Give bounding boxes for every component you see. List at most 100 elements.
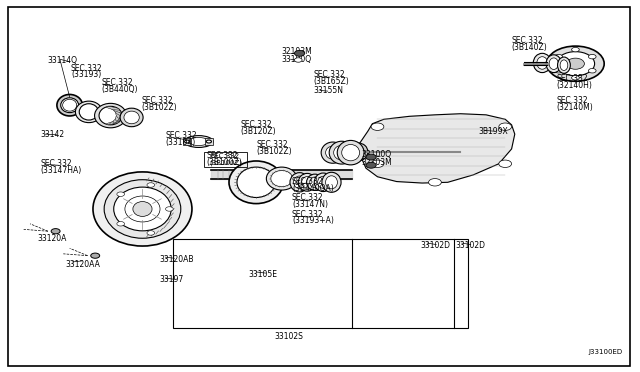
Ellipse shape bbox=[333, 145, 349, 160]
Text: J33100ED: J33100ED bbox=[588, 349, 622, 355]
Text: 33102S: 33102S bbox=[274, 331, 303, 341]
Ellipse shape bbox=[294, 176, 305, 189]
Ellipse shape bbox=[113, 108, 121, 115]
Ellipse shape bbox=[266, 167, 297, 190]
Ellipse shape bbox=[109, 107, 121, 112]
Circle shape bbox=[117, 192, 125, 196]
Circle shape bbox=[366, 154, 376, 160]
Ellipse shape bbox=[271, 170, 292, 187]
Text: 33142: 33142 bbox=[40, 129, 65, 139]
Text: (32140H): (32140H) bbox=[556, 81, 592, 90]
Ellipse shape bbox=[314, 173, 332, 192]
Ellipse shape bbox=[337, 140, 364, 165]
Ellipse shape bbox=[184, 136, 213, 147]
Ellipse shape bbox=[321, 142, 344, 163]
Text: 33155N: 33155N bbox=[314, 86, 344, 95]
Text: (33193): (33193) bbox=[71, 70, 101, 79]
Ellipse shape bbox=[533, 53, 551, 73]
Text: SEC.332: SEC.332 bbox=[141, 96, 173, 105]
Ellipse shape bbox=[557, 57, 570, 73]
Bar bbox=[204, 152, 247, 167]
Text: SEC.332: SEC.332 bbox=[511, 36, 543, 45]
Circle shape bbox=[366, 162, 376, 168]
Ellipse shape bbox=[537, 57, 548, 69]
Ellipse shape bbox=[326, 176, 337, 189]
Text: SEC.332: SEC.332 bbox=[256, 140, 288, 149]
Text: SEC.332: SEC.332 bbox=[166, 131, 197, 141]
Ellipse shape bbox=[549, 58, 558, 70]
Ellipse shape bbox=[106, 106, 120, 110]
Text: 33100Q: 33100Q bbox=[362, 150, 392, 159]
Ellipse shape bbox=[99, 106, 122, 125]
Text: (3B440QA): (3B440QA) bbox=[292, 184, 333, 193]
Ellipse shape bbox=[124, 111, 140, 124]
Circle shape bbox=[499, 160, 511, 167]
Ellipse shape bbox=[566, 58, 584, 69]
Ellipse shape bbox=[326, 146, 340, 159]
Ellipse shape bbox=[189, 137, 208, 145]
Bar bbox=[205, 138, 212, 145]
Ellipse shape bbox=[237, 167, 275, 198]
Ellipse shape bbox=[310, 177, 320, 187]
Circle shape bbox=[572, 47, 579, 52]
Circle shape bbox=[371, 123, 384, 131]
Circle shape bbox=[91, 253, 100, 258]
Ellipse shape bbox=[329, 141, 354, 164]
Ellipse shape bbox=[125, 196, 160, 222]
Circle shape bbox=[555, 68, 563, 73]
Text: SEC.332: SEC.332 bbox=[102, 78, 133, 87]
Ellipse shape bbox=[109, 119, 121, 124]
Circle shape bbox=[51, 229, 60, 234]
Circle shape bbox=[206, 140, 211, 143]
Text: SEC.332: SEC.332 bbox=[71, 64, 102, 73]
Text: 32103M: 32103M bbox=[282, 47, 312, 56]
Text: (33147HA): (33147HA) bbox=[40, 166, 81, 175]
Circle shape bbox=[588, 54, 596, 59]
Text: 3B199X: 3B199X bbox=[478, 126, 508, 136]
Text: 33120A: 33120A bbox=[38, 234, 67, 243]
Ellipse shape bbox=[95, 103, 127, 128]
Text: SEC.332: SEC.332 bbox=[292, 193, 324, 202]
Text: SEC.332: SEC.332 bbox=[556, 96, 588, 105]
Ellipse shape bbox=[76, 101, 102, 123]
Ellipse shape bbox=[546, 55, 561, 73]
Ellipse shape bbox=[229, 161, 284, 203]
Circle shape bbox=[499, 123, 511, 131]
Ellipse shape bbox=[106, 121, 120, 125]
Text: SEC.332
(3B100Z): SEC.332 (3B100Z) bbox=[209, 153, 242, 166]
Circle shape bbox=[572, 76, 579, 80]
Text: SEC.332: SEC.332 bbox=[314, 70, 345, 79]
Text: 33120AA: 33120AA bbox=[66, 260, 100, 269]
Ellipse shape bbox=[61, 98, 79, 113]
Circle shape bbox=[166, 207, 173, 211]
Circle shape bbox=[555, 54, 563, 59]
Text: SEC.332: SEC.332 bbox=[556, 74, 588, 83]
Text: 33105E: 33105E bbox=[248, 270, 278, 279]
Circle shape bbox=[147, 183, 155, 187]
Text: (32140M): (32140M) bbox=[556, 103, 593, 112]
Text: (3B100Z): (3B100Z) bbox=[206, 158, 242, 167]
Ellipse shape bbox=[79, 104, 99, 120]
Ellipse shape bbox=[547, 46, 604, 81]
Ellipse shape bbox=[133, 202, 152, 217]
Polygon shape bbox=[358, 114, 515, 183]
Ellipse shape bbox=[290, 173, 309, 192]
Text: (3B102Z): (3B102Z) bbox=[256, 147, 292, 155]
Text: (3B120Z): (3B120Z) bbox=[240, 127, 276, 136]
Text: (3B102Z): (3B102Z) bbox=[141, 103, 177, 112]
Circle shape bbox=[117, 222, 125, 226]
Text: (3B440Q): (3B440Q) bbox=[102, 85, 138, 94]
Circle shape bbox=[371, 160, 384, 167]
Text: (3B140Z): (3B140Z) bbox=[511, 43, 547, 52]
Text: SEC.332: SEC.332 bbox=[206, 151, 238, 160]
Circle shape bbox=[588, 68, 596, 73]
Ellipse shape bbox=[93, 172, 192, 246]
Circle shape bbox=[184, 140, 189, 143]
Ellipse shape bbox=[307, 174, 323, 190]
Text: (33104): (33104) bbox=[166, 138, 196, 147]
Text: SEC.332: SEC.332 bbox=[292, 210, 324, 219]
Ellipse shape bbox=[116, 110, 120, 118]
Bar bbox=[173, 238, 468, 328]
Text: 33102D: 33102D bbox=[421, 241, 451, 250]
Ellipse shape bbox=[113, 116, 121, 123]
